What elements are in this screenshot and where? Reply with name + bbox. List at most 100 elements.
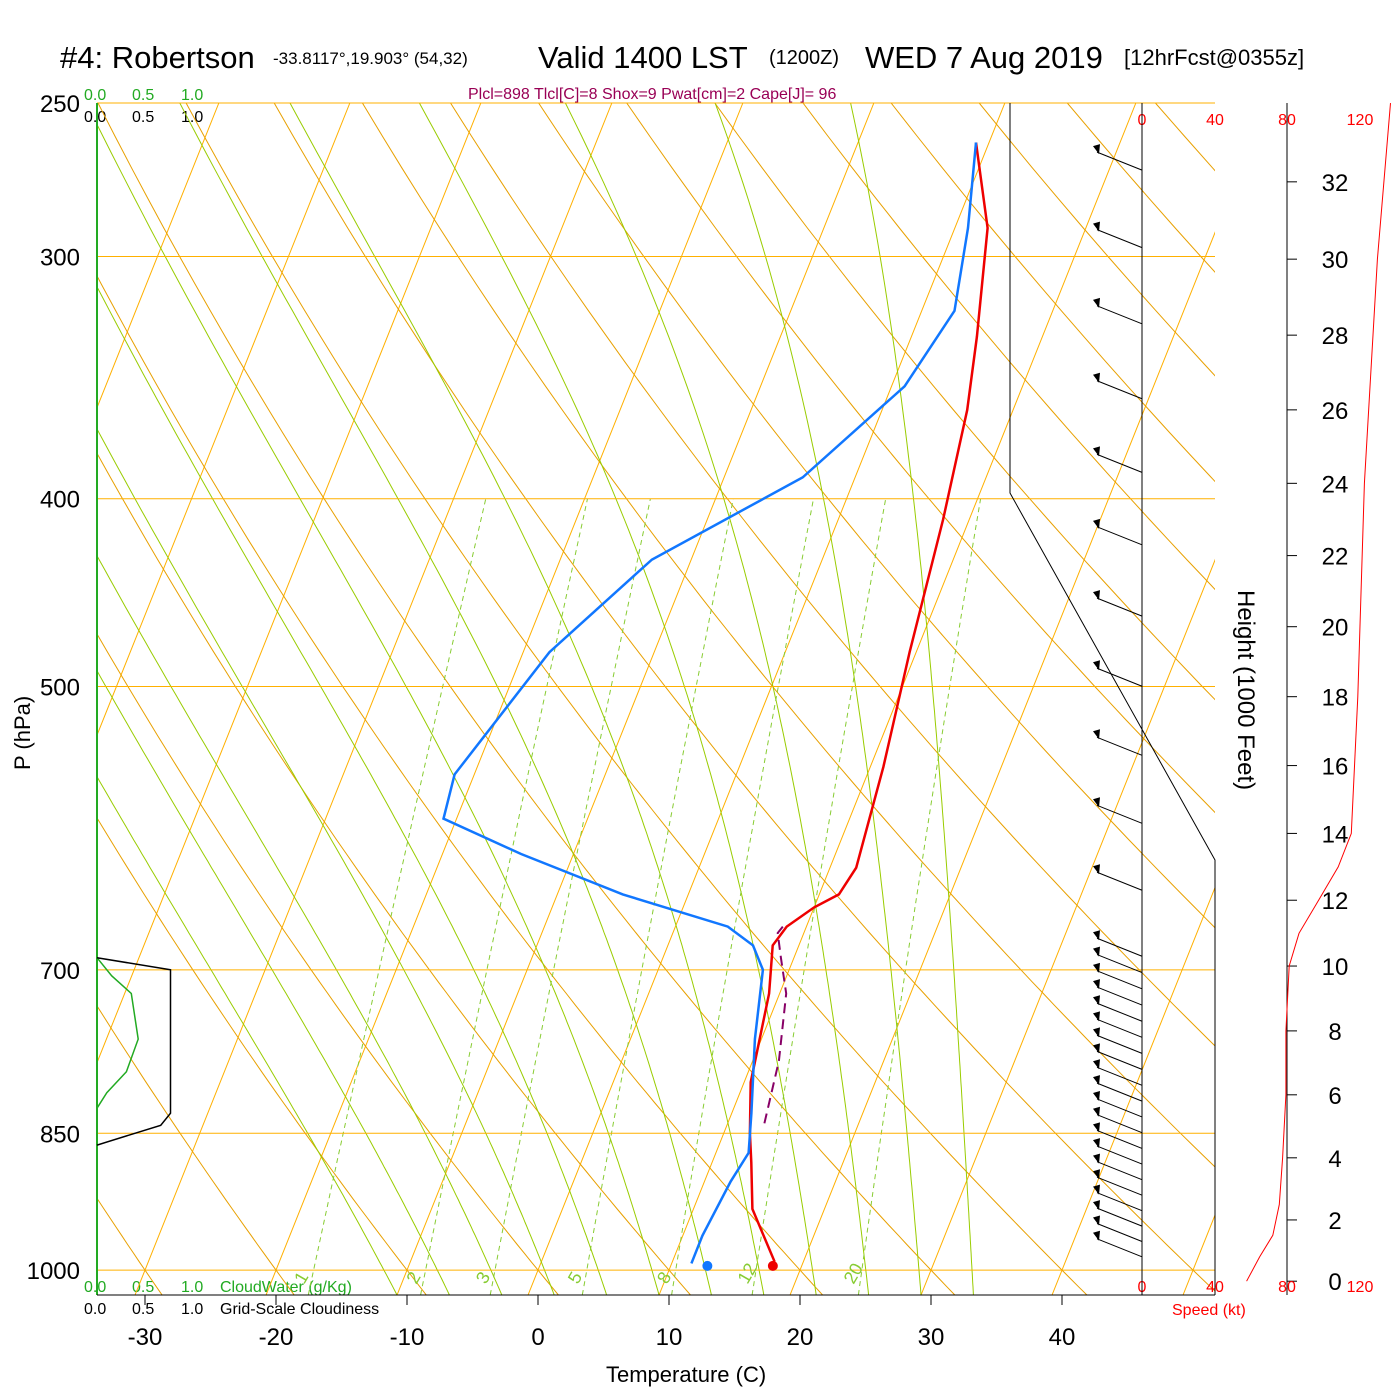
temperature-tick-label: 40 xyxy=(1049,1324,1076,1351)
cloud-scale-bottom-green-0: 0.0 xyxy=(84,1279,106,1296)
cloud-profile xyxy=(96,956,172,1146)
wind-barb-flag xyxy=(1093,660,1100,671)
wind-speed-line xyxy=(1246,103,1391,1282)
mixing-ratio-line xyxy=(420,498,588,1295)
wind-barb xyxy=(1096,736,1143,756)
pressure-tick-label: 850 xyxy=(40,1121,80,1148)
speed-tick-label-bottom: 120 xyxy=(1347,1279,1374,1296)
dry-adiabat-line xyxy=(97,452,691,1295)
wind-profile xyxy=(1093,103,1391,1282)
height-tick-label: 8 xyxy=(1328,1019,1341,1046)
wind-barb xyxy=(1096,970,1143,990)
dry-adiabat-line xyxy=(97,103,956,1295)
wind-barb xyxy=(1096,1129,1143,1149)
wind-barb-flag xyxy=(1093,1011,1100,1022)
moist-adiabat-line xyxy=(97,285,608,1295)
wind-barb-flag xyxy=(1093,221,1100,232)
wind-barb xyxy=(1096,453,1143,473)
dry-adiabat-line xyxy=(802,103,1215,591)
temperature-tick-label: 10 xyxy=(656,1324,683,1351)
dry-adiabat-line xyxy=(890,103,1215,483)
cloud-scale-bottom-black-2: 1.0 xyxy=(181,1301,203,1318)
dry-adiabat-line xyxy=(97,632,559,1295)
wind-barb-flag xyxy=(1093,518,1100,529)
wind-barb xyxy=(1096,1192,1143,1212)
height-tick-label: 20 xyxy=(1322,615,1349,642)
height-tick-label: 30 xyxy=(1322,247,1349,274)
wind-barb-flag xyxy=(1093,962,1100,973)
isobar-lines xyxy=(97,102,1215,1271)
wind-barb xyxy=(1096,1018,1143,1038)
temperature-tick-label: -30 xyxy=(128,1324,163,1351)
wind-barb-flag xyxy=(1093,1200,1100,1211)
speed-tick-label-top: 40 xyxy=(1206,112,1224,129)
speed-tick-label-bottom: 40 xyxy=(1206,1279,1224,1296)
cloudiness-line xyxy=(96,956,172,1146)
dry-adiabat-line xyxy=(97,1005,295,1295)
isotherm-line xyxy=(97,103,220,409)
wind-barb xyxy=(1096,1207,1143,1227)
wind-barb-flag xyxy=(1093,297,1100,308)
dry-adiabat-line xyxy=(185,103,1088,1295)
mixing-ratio-line xyxy=(581,498,734,1295)
isotherm-line xyxy=(134,103,613,1295)
moist-adiabat-line xyxy=(97,669,450,1295)
height-tick-label: 0 xyxy=(1328,1269,1341,1296)
dry-adiabat-line xyxy=(1155,103,1215,172)
cloud-scale-top: 0.0 0.5 1.0 0.0 0.5 1.0 xyxy=(84,87,203,126)
y-axis-label: P (hPa) xyxy=(10,696,35,770)
wind-barb-flag xyxy=(1093,1215,1100,1226)
wind-barb xyxy=(1096,526,1143,546)
dry-adiabat-line xyxy=(273,103,1215,1292)
wind-barb-flag xyxy=(1093,1043,1100,1054)
moist-adiabat-line xyxy=(564,103,870,1295)
background-lines xyxy=(97,103,1215,1295)
wind-barb xyxy=(1096,1145,1143,1165)
height-tick-label: 6 xyxy=(1328,1083,1341,1110)
wind-barb-flag xyxy=(1093,1153,1100,1164)
wind-barb xyxy=(1096,986,1143,1006)
wind-barb-flag xyxy=(1093,372,1100,383)
mixing-ratio-line xyxy=(857,498,982,1295)
wind-barb-flag xyxy=(1093,930,1100,941)
wind-barb-flag xyxy=(1093,144,1100,155)
height-tick-label: 24 xyxy=(1322,471,1349,498)
stability-indices: Plcl=898 Tlcl[C]=8 Shox=9 Pwat[cm]=2 Cap… xyxy=(468,86,836,103)
wind-barb xyxy=(1096,1161,1143,1181)
speed-tick-label-bottom: 80 xyxy=(1278,1279,1296,1296)
height-tick-label: 26 xyxy=(1322,398,1349,425)
moist-adiabat-line xyxy=(850,103,974,1295)
wind-barb xyxy=(1096,1238,1143,1258)
isotherm-line xyxy=(1051,886,1215,1295)
wind-barb xyxy=(1096,804,1143,824)
cloud-scale-top-black-2: 1.0 xyxy=(181,109,203,126)
wind-barb xyxy=(1096,954,1143,974)
cloud-scale-bottom-green-1: 0.5 xyxy=(132,1279,154,1296)
wind-barb xyxy=(1096,1050,1143,1070)
moist-adiabat-line xyxy=(97,427,555,1295)
pressure-tick-label: 500 xyxy=(40,675,80,702)
wind-barb xyxy=(1096,229,1143,249)
height-axis-label: Height (1000 Feet) xyxy=(1232,590,1259,790)
pressure-tick-label: 700 xyxy=(40,958,80,985)
cloud-scale-top-green-2: 1.0 xyxy=(181,87,203,104)
cloud-scale-top-black-1: 0.5 xyxy=(132,109,154,126)
isotherm-line xyxy=(658,103,1137,1295)
isotherm-line xyxy=(396,103,875,1295)
pressure-tick-label: 300 xyxy=(40,244,80,271)
dry-adiabat-line xyxy=(538,103,1215,929)
cloud-scale-bottom: 0.0 0.5 1.0 CloudWater (g/Kg) 0.0 0.5 1.… xyxy=(84,1279,379,1318)
surface-dewpoint-dot xyxy=(702,1260,713,1271)
speed-tick-label-top: 120 xyxy=(1347,112,1374,129)
isotherm-line xyxy=(1182,1213,1215,1295)
cloud-scale-bottom-green-2: 1.0 xyxy=(181,1279,203,1296)
speed-tick-label-top: 80 xyxy=(1278,112,1296,129)
parcel-line xyxy=(763,925,788,1124)
wind-barb-flag xyxy=(1093,1138,1100,1149)
wind-barb-flag xyxy=(1093,729,1100,740)
wind-barb xyxy=(1096,1034,1143,1054)
height-tick-label: 18 xyxy=(1322,685,1349,712)
cloudiness-label: Grid-Scale Cloudiness xyxy=(220,1301,379,1318)
